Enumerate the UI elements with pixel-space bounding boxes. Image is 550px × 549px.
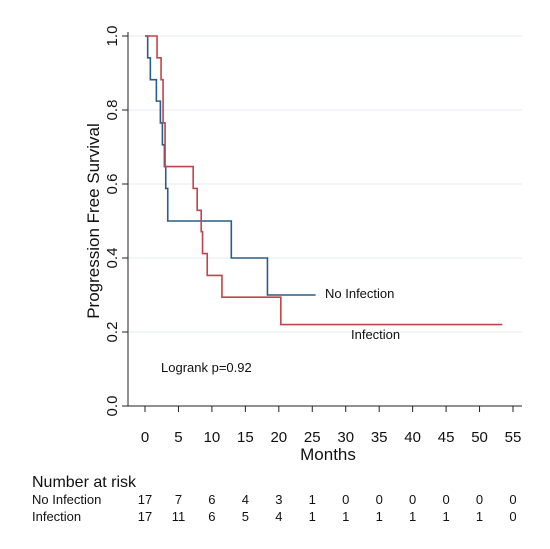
y-axis-ticks: 0.0 0.2 0.4 0.6 0.8 1.0 xyxy=(104,26,128,417)
x-tick-label-1: 5 xyxy=(174,429,182,446)
x-axis-title: Months xyxy=(300,445,356,464)
risk-count-r1-c5: 1 xyxy=(309,509,316,524)
y-tick-label-1: 0.2 xyxy=(104,322,121,343)
x-tick-label-3: 15 xyxy=(237,429,254,446)
curve-label-infection: Infection xyxy=(351,327,400,342)
risk-table-title: Number at risk xyxy=(32,474,137,491)
y-axis-title: Progression Free Survival xyxy=(84,123,103,319)
y-tick-label-3: 0.6 xyxy=(104,174,121,195)
x-tick-label-8: 40 xyxy=(404,429,421,446)
curve-label-no-infection: No Infection xyxy=(325,286,394,301)
risk-count-r0-c10: 0 xyxy=(476,492,483,507)
risk-count-r0-c7: 0 xyxy=(376,492,383,507)
risk-count-r0-c8: 0 xyxy=(409,492,416,507)
x-tick-label-7: 35 xyxy=(371,429,388,446)
risk-count-r1-c7: 1 xyxy=(376,509,383,524)
curve-infection xyxy=(145,35,503,326)
axes xyxy=(127,32,522,407)
y-tick-label-2: 0.4 xyxy=(104,248,121,269)
x-tick-label-0: 0 xyxy=(141,429,149,446)
risk-row-label-infection: Infection xyxy=(32,509,81,524)
logrank-annotation: Logrank p=0.92 xyxy=(161,360,252,375)
risk-count-r1-c8: 1 xyxy=(409,509,416,524)
risk-count-r0-c11: 0 xyxy=(509,492,516,507)
y-tick-label-5: 1.0 xyxy=(104,26,121,47)
y-tick-label-0: 0.0 xyxy=(104,396,121,417)
risk-table-counts: 17 7 6 4 3 1 0 0 0 0 0 017 11 6 5 4 1 1 1 1 1 1 0 xyxy=(138,492,517,524)
x-tick-label-4: 20 xyxy=(270,429,287,446)
risk-count-r0-c6: 0 xyxy=(342,492,349,507)
risk-count-r1-c1: 11 xyxy=(172,509,186,524)
x-tick-label-6: 30 xyxy=(337,429,354,446)
risk-count-r0-c1: 7 xyxy=(175,492,182,507)
x-tick-label-9: 45 xyxy=(438,429,455,446)
x-tick-label-10: 50 xyxy=(471,429,488,446)
risk-row-label-no-infection: No Infection xyxy=(32,492,101,507)
x-tick-label-5: 25 xyxy=(304,429,321,446)
risk-count-r0-c9: 0 xyxy=(442,492,449,507)
risk-count-r0-c2: 6 xyxy=(208,492,215,507)
y-tick-label-4: 0.8 xyxy=(104,100,121,121)
risk-count-r1-c10: 1 xyxy=(476,509,483,524)
x-tick-label-11: 55 xyxy=(505,429,522,446)
risk-count-r1-c2: 6 xyxy=(208,509,215,524)
risk-count-r0-c4: 3 xyxy=(275,492,282,507)
curve-no-infection xyxy=(145,35,316,296)
x-axis-ticks: 0 5 10 15 20 25 30 35 40 45 50 55 xyxy=(141,406,522,446)
survival-curves xyxy=(145,35,503,326)
risk-count-r1-c9: 1 xyxy=(442,509,449,524)
risk-count-r1-c4: 4 xyxy=(275,509,282,524)
risk-count-r1-c11: 0 xyxy=(509,509,516,524)
x-tick-label-2: 10 xyxy=(204,429,221,446)
risk-count-r0-c0: 17 xyxy=(138,492,152,507)
risk-count-r1-c3: 5 xyxy=(242,509,249,524)
risk-count-r1-c0: 17 xyxy=(138,509,152,524)
risk-count-r1-c6: 1 xyxy=(342,509,349,524)
risk-count-r0-c3: 4 xyxy=(242,492,249,507)
risk-count-r0-c5: 1 xyxy=(309,492,316,507)
